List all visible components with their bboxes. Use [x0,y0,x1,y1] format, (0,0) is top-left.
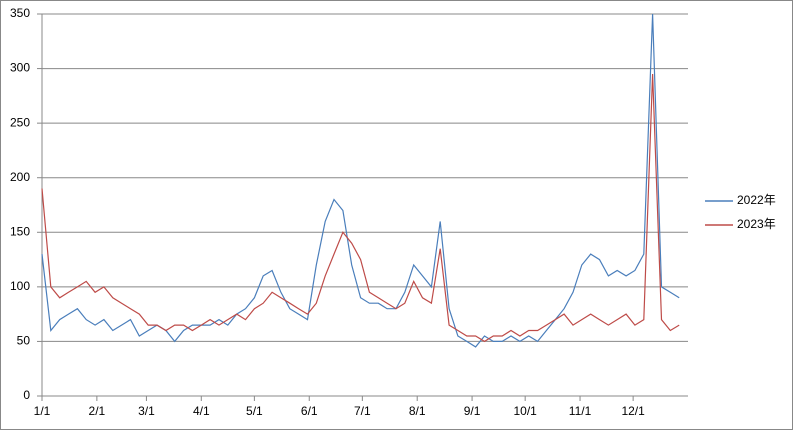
x-tick-label: 8/1 [409,404,426,418]
x-tick-label: 1/1 [34,404,51,418]
x-tick-label: 7/1 [354,404,371,418]
x-tick-label: 6/1 [301,404,318,418]
y-tick-label: 300 [10,61,30,75]
x-tick-label: 2/1 [89,404,106,418]
series-line [41,13,680,348]
x-tick-label: 9/1 [464,404,481,418]
legend-label: 2022年 [737,193,776,207]
y-tick-label: 50 [17,334,31,348]
x-tick-label: 10/1 [513,404,537,418]
y-tick-label: 200 [10,170,30,184]
y-tick-label: 100 [10,279,30,293]
y-tick-label: 250 [10,115,30,129]
x-tick-label: 4/1 [193,404,210,418]
legend-label: 2023年 [737,217,776,231]
x-tick-label: 11/1 [569,404,592,418]
x-tick-label: 5/1 [246,404,263,418]
y-tick-label: 350 [10,6,30,20]
series-line [41,73,680,343]
y-tick-label: 150 [10,224,30,238]
x-tick-label: 12/1 [621,404,645,418]
y-tick-label: 0 [23,388,30,402]
x-tick-label: 3/1 [138,404,155,418]
